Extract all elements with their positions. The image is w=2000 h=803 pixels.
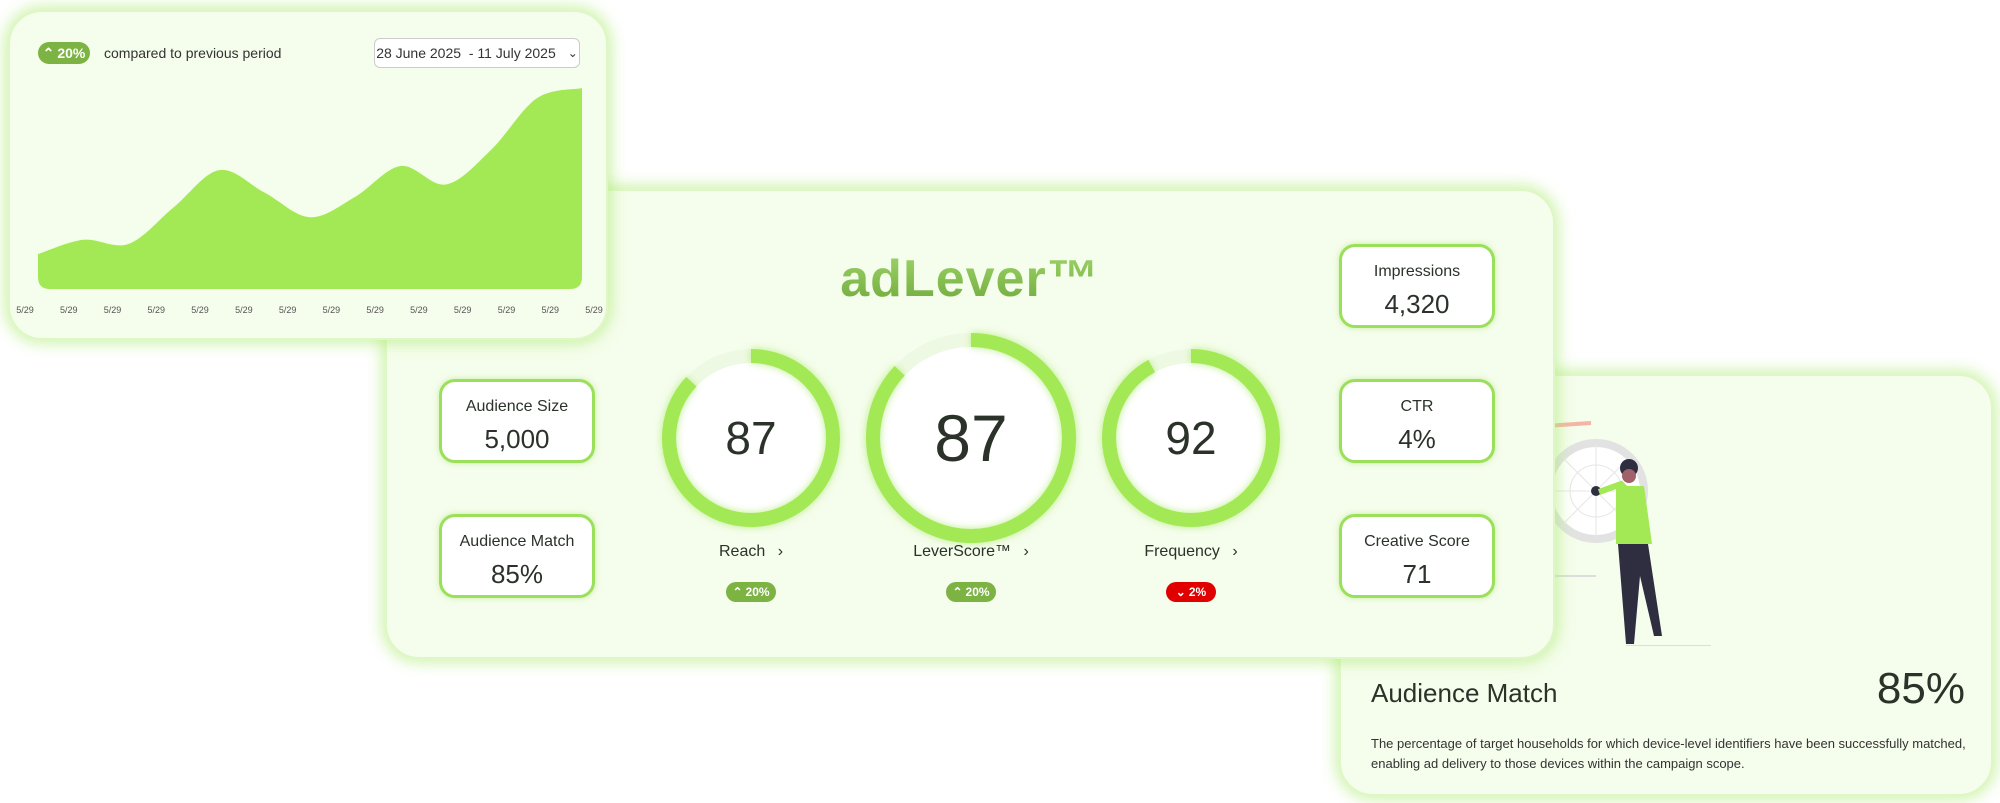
info-description: The percentage of target households for … — [1371, 736, 1966, 771]
double-chevron-up-icon: ⌃ — [732, 585, 743, 599]
change-badge: ⌃ 20% — [726, 582, 776, 602]
date-range-value: 28 June 2025 - 11 July 2025 — [376, 45, 556, 61]
ring-value: 87 — [934, 401, 1008, 475]
double-chevron-up-icon: ⌃ — [42, 44, 55, 61]
metric-value: 85% — [490, 559, 544, 589]
x-tick-label: 5/29 — [410, 305, 428, 315]
metric-label: Impressions — [1373, 263, 1461, 280]
chevron-right-icon: › — [1232, 543, 1238, 560]
ring-link[interactable]: LeverScore™ › — [871, 543, 1071, 561]
metric-label: Audience Match — [459, 533, 575, 550]
x-tick-label: 5/29 — [60, 305, 78, 315]
x-tick-label: 5/29 — [147, 305, 166, 315]
people-wheel-illustration — [1521, 399, 1711, 646]
ring-link[interactable]: Reach › — [651, 543, 851, 561]
compare-text: compared to previous period — [104, 45, 282, 61]
double-chevron-up-icon: ⌃ — [952, 585, 963, 599]
metric-ctr[interactable]: CTR 4% — [1339, 379, 1495, 463]
ring-progress-arc — [866, 333, 1076, 543]
metric-creative-score[interactable]: Creative Score 71 — [1339, 514, 1495, 598]
x-tick-label: 5/29 — [16, 305, 34, 315]
change-badge: ⌄ 2% — [1166, 582, 1216, 602]
chevron-right-icon: › — [1023, 543, 1029, 560]
ring-progress-arc — [662, 349, 840, 527]
double-chevron-down-icon: ⌄ — [1175, 585, 1186, 599]
metric-value: 4,320 — [1384, 289, 1450, 319]
x-tick-label: 5/29 — [235, 305, 253, 315]
metric-audience-match[interactable]: Audience Match 85% — [439, 514, 595, 598]
area-chart — [38, 88, 582, 289]
x-tick-label: 5/29 — [453, 305, 472, 315]
ring-label: LeverScore™ — [913, 543, 1012, 560]
x-tick-label: 5/29 — [103, 305, 122, 315]
metric-impressions[interactable]: Impressions 4,320 — [1339, 244, 1495, 328]
info-value: 85% — [1876, 664, 1965, 713]
x-tick-label: 5/29 — [322, 305, 341, 315]
brand-title: adLever™ — [387, 249, 1553, 309]
info-title: Audience Match — [1371, 678, 1558, 708]
trend-chart-card: ⌃ 20% compared to previous period 28 Jun… — [8, 10, 608, 340]
ring-value: 92 — [1165, 412, 1217, 464]
x-tick-label: 5/29 — [497, 305, 516, 315]
change-badge: ⌃ 20% — [38, 42, 90, 64]
x-tick-label: 5/29 — [191, 305, 209, 315]
ring-label: Frequency — [1144, 543, 1220, 560]
change-badge: ⌃ 20% — [946, 582, 996, 602]
metric-value: 4% — [1398, 424, 1436, 454]
x-tick-label: 5/29 — [541, 305, 559, 315]
ring-reach: 87 — [655, 342, 847, 534]
area-series — [38, 88, 582, 289]
metric-label: Creative Score — [1364, 533, 1470, 550]
x-tick-label: 5/29 — [585, 305, 603, 315]
metric-value: 5,000 — [484, 424, 550, 454]
ring-label: Reach — [718, 543, 766, 560]
ring-value: 87 — [725, 412, 777, 464]
ring-link[interactable]: Frequency › — [1091, 543, 1291, 561]
metric-value: 71 — [1402, 559, 1432, 589]
date-range-dropdown[interactable]: 28 June 2025 - 11 July 2025 ⌄ — [374, 38, 580, 68]
metric-label: Audience Size — [465, 398, 569, 415]
chevron-down-icon: ⌄ — [567, 46, 578, 60]
x-tick-label: 5/29 — [278, 305, 297, 315]
metric-label: CTR — [1400, 398, 1434, 415]
x-tick-label: 5/29 — [366, 305, 384, 315]
chevron-right-icon: › — [777, 543, 784, 560]
ring-frequency: 92 — [1095, 342, 1287, 534]
metric-audience-size[interactable]: Audience Size 5,000 — [439, 379, 595, 463]
ring-leverscore: 87 — [859, 326, 1083, 550]
ring-progress-arc — [1102, 349, 1280, 527]
